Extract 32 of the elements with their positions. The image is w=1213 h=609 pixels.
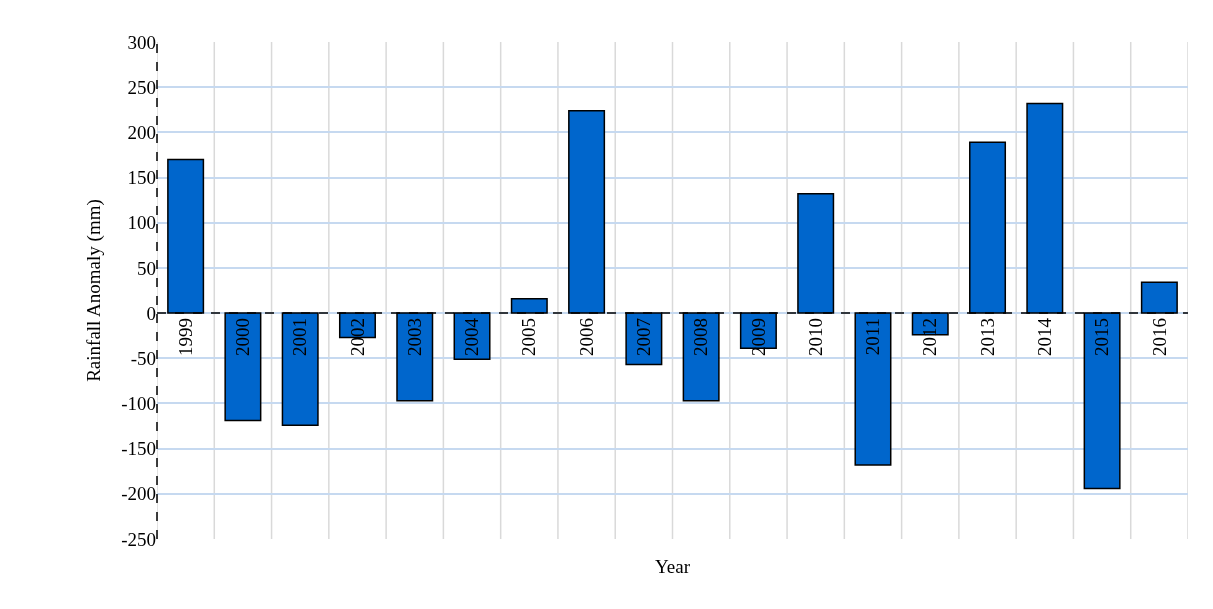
x-tick-label: 2015 xyxy=(1091,317,1113,356)
y-tick-label: 100 xyxy=(127,212,156,234)
x-tick-label: 2001 xyxy=(289,317,311,356)
y-tick-label: -150 xyxy=(121,438,156,460)
x-tick-label: 2009 xyxy=(747,317,769,356)
y-tick-label: 200 xyxy=(127,122,156,144)
x-tick-label: 2004 xyxy=(461,317,483,356)
x-tick-label: 2002 xyxy=(346,317,368,356)
x-tick-label: 2011 xyxy=(862,317,884,356)
x-tick-label: 2005 xyxy=(518,317,540,356)
y-tick-label: 300 xyxy=(127,31,156,53)
x-tick-label: 2010 xyxy=(804,317,826,356)
y-tick-label: -100 xyxy=(121,393,156,415)
x-tick-label: 2006 xyxy=(575,317,597,356)
x-tick-label: 1999 xyxy=(174,317,196,356)
x-tick-label: 2014 xyxy=(1033,317,1055,356)
x-tick-label: 2013 xyxy=(976,317,998,356)
x-tick-label: 2008 xyxy=(690,317,712,356)
y-tick-label: -250 xyxy=(121,528,156,550)
x-tick-label: 2012 xyxy=(919,317,941,356)
y-tick-label: 150 xyxy=(127,167,156,189)
y-tick-label: 0 xyxy=(146,302,156,324)
x-tick-label: 2000 xyxy=(232,317,254,356)
y-axis-title: Rainfall Anomaly (mm) xyxy=(83,199,106,382)
x-tick-label: 2007 xyxy=(633,317,655,356)
x-tick-label: 2016 xyxy=(1148,317,1170,356)
y-tick-label: 50 xyxy=(137,257,156,279)
x-tick-label: 2003 xyxy=(403,317,425,356)
y-tick-label: 250 xyxy=(127,76,156,98)
x-axis-title: Year xyxy=(655,556,691,577)
y-tick-label: -200 xyxy=(121,483,156,505)
y-tick-label: -50 xyxy=(130,347,156,369)
